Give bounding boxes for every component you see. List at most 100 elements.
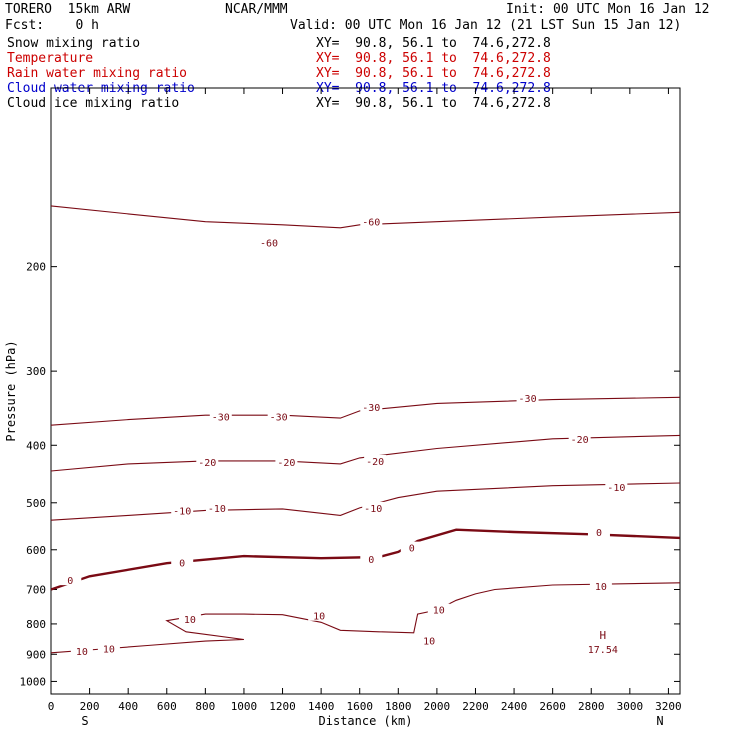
y-axis-label: Pressure (hPa) <box>4 340 18 441</box>
contour-label: 10 <box>184 615 196 626</box>
contour-label-bg <box>364 454 387 466</box>
contour-label: -30 <box>362 403 380 414</box>
x-tick-label: 3000 <box>617 700 644 713</box>
y-tick-label: 500 <box>26 497 46 510</box>
contour-label: 10 <box>423 636 435 647</box>
contour-label: -30 <box>212 413 230 424</box>
contour-label-bg <box>275 456 298 468</box>
x-tick-label: 0 <box>48 700 55 713</box>
contour-label: 0 <box>368 555 374 566</box>
x-tick-label: 3200 <box>655 700 682 713</box>
contour-label: -10 <box>607 483 625 494</box>
contour-label: 10 <box>103 644 115 655</box>
fcst-label: Fcst: 0 h <box>5 18 99 33</box>
contour-label: -20 <box>366 457 384 468</box>
contour-label-bg <box>59 574 82 586</box>
contour-label-bg <box>427 603 450 615</box>
contour-label-bg <box>362 501 385 513</box>
contour-line-10 <box>51 582 680 654</box>
contour-label: 10 <box>313 612 325 623</box>
valid-label: Valid: 00 UTC Mon 16 Jan 12 (21 LST Sun … <box>290 18 682 33</box>
contour-label-bg <box>568 432 591 444</box>
contour-label: -10 <box>173 506 191 517</box>
contour-label-bg <box>360 401 383 413</box>
y-tick-label: 900 <box>26 648 46 661</box>
legend-xy: XY= 90.8, 56.1 to 74.6,272.8 <box>316 36 551 51</box>
plot-frame <box>50 87 681 695</box>
contour-line-minus20 <box>51 434 680 472</box>
x-axis-label: Distance (km) <box>319 714 413 728</box>
contour-label-bg <box>587 525 610 537</box>
legend-xy: XY= 90.8, 56.1 to 74.6,272.8 <box>316 66 551 81</box>
x-tick-label: 1200 <box>269 700 296 713</box>
contour-label: -10 <box>364 504 382 515</box>
contour-label: -30 <box>270 413 288 424</box>
contour-label: -60 <box>260 238 278 249</box>
contour-label-bg <box>400 541 423 553</box>
contour-label-bg <box>178 613 201 625</box>
contour-label-bg <box>205 501 228 513</box>
legend-label: Temperature <box>7 51 94 66</box>
contour-label-bg <box>360 215 383 227</box>
contour-label: -10 <box>208 504 226 515</box>
y-tick-label: 800 <box>26 618 46 631</box>
contour-line-minus10 <box>51 482 680 521</box>
y-tick-label: 400 <box>26 439 46 452</box>
contour-label: 0 <box>67 576 73 587</box>
contour-line-minus30 <box>51 396 680 426</box>
max-marker-h: H <box>600 629 607 642</box>
legend-label: Rain water mixing ratio <box>7 66 188 81</box>
contour-label: -30 <box>519 394 537 405</box>
y-tick-label: 600 <box>26 544 46 557</box>
legend-label: Snow mixing ratio <box>7 36 141 51</box>
y-tick-label: 1000 <box>20 675 47 688</box>
x-tick-label: 2200 <box>462 700 489 713</box>
contour-label-bg <box>589 579 612 591</box>
x-tick-label: 400 <box>118 700 138 713</box>
contour-label-bg <box>171 556 194 568</box>
x-tick-label: 600 <box>157 700 177 713</box>
y-tick-label: 200 <box>26 261 46 274</box>
contour-label: -20 <box>571 435 589 446</box>
contour-label: 0 <box>596 528 602 539</box>
center-label: NCAR/MMM <box>225 2 288 17</box>
x-tick-label: 2800 <box>578 700 605 713</box>
x-tick-label: 2600 <box>539 700 566 713</box>
x-tick-label: 1000 <box>231 700 258 713</box>
x-tick-label: 1600 <box>346 700 373 713</box>
model-label: TORERO 15km ARW <box>5 2 131 17</box>
contour-line-minus60 <box>51 205 680 229</box>
contour-label-bg <box>258 236 281 248</box>
x-tick-label: 2000 <box>424 700 451 713</box>
init-label: Init: 00 UTC Mon 16 Jan 12 <box>506 2 710 17</box>
contour-label-bg <box>171 504 194 516</box>
contour-label: 10 <box>76 647 88 658</box>
contour-label-bg <box>418 634 441 646</box>
contour-label-bg <box>267 410 290 422</box>
x-tick-label: 2400 <box>501 700 528 713</box>
legend-xy: XY= 90.8, 56.1 to 74.6,272.8 <box>316 51 551 66</box>
contour-label: -20 <box>277 458 295 469</box>
x-tick-label: 1800 <box>385 700 412 713</box>
legend-label: Cloud ice mixing ratio <box>7 96 180 111</box>
x-tick-label: 1400 <box>308 700 335 713</box>
contour-label: 10 <box>433 606 445 617</box>
contour-label-bg <box>196 456 219 468</box>
contour-label: -20 <box>198 458 216 469</box>
y-tick-label: 300 <box>26 365 46 378</box>
contour-line-0 <box>51 528 680 591</box>
x-end-label-north: N <box>656 714 663 728</box>
contour-label: 10 <box>595 582 607 593</box>
legend-xy: XY= 90.8, 56.1 to 74.6,272.8 <box>316 96 551 111</box>
contour-label-bg <box>209 410 232 422</box>
y-tick-label: 700 <box>26 584 46 597</box>
contour-label-bg <box>70 644 93 656</box>
max-marker-value: 17.54 <box>588 645 618 656</box>
x-tick-label: 200 <box>80 700 100 713</box>
contour-label-bg <box>308 609 331 621</box>
contour-label-bg <box>605 480 628 492</box>
contour-label-bg <box>360 553 383 565</box>
contour-label: -60 <box>362 218 380 229</box>
x-tick-label: 800 <box>195 700 215 713</box>
